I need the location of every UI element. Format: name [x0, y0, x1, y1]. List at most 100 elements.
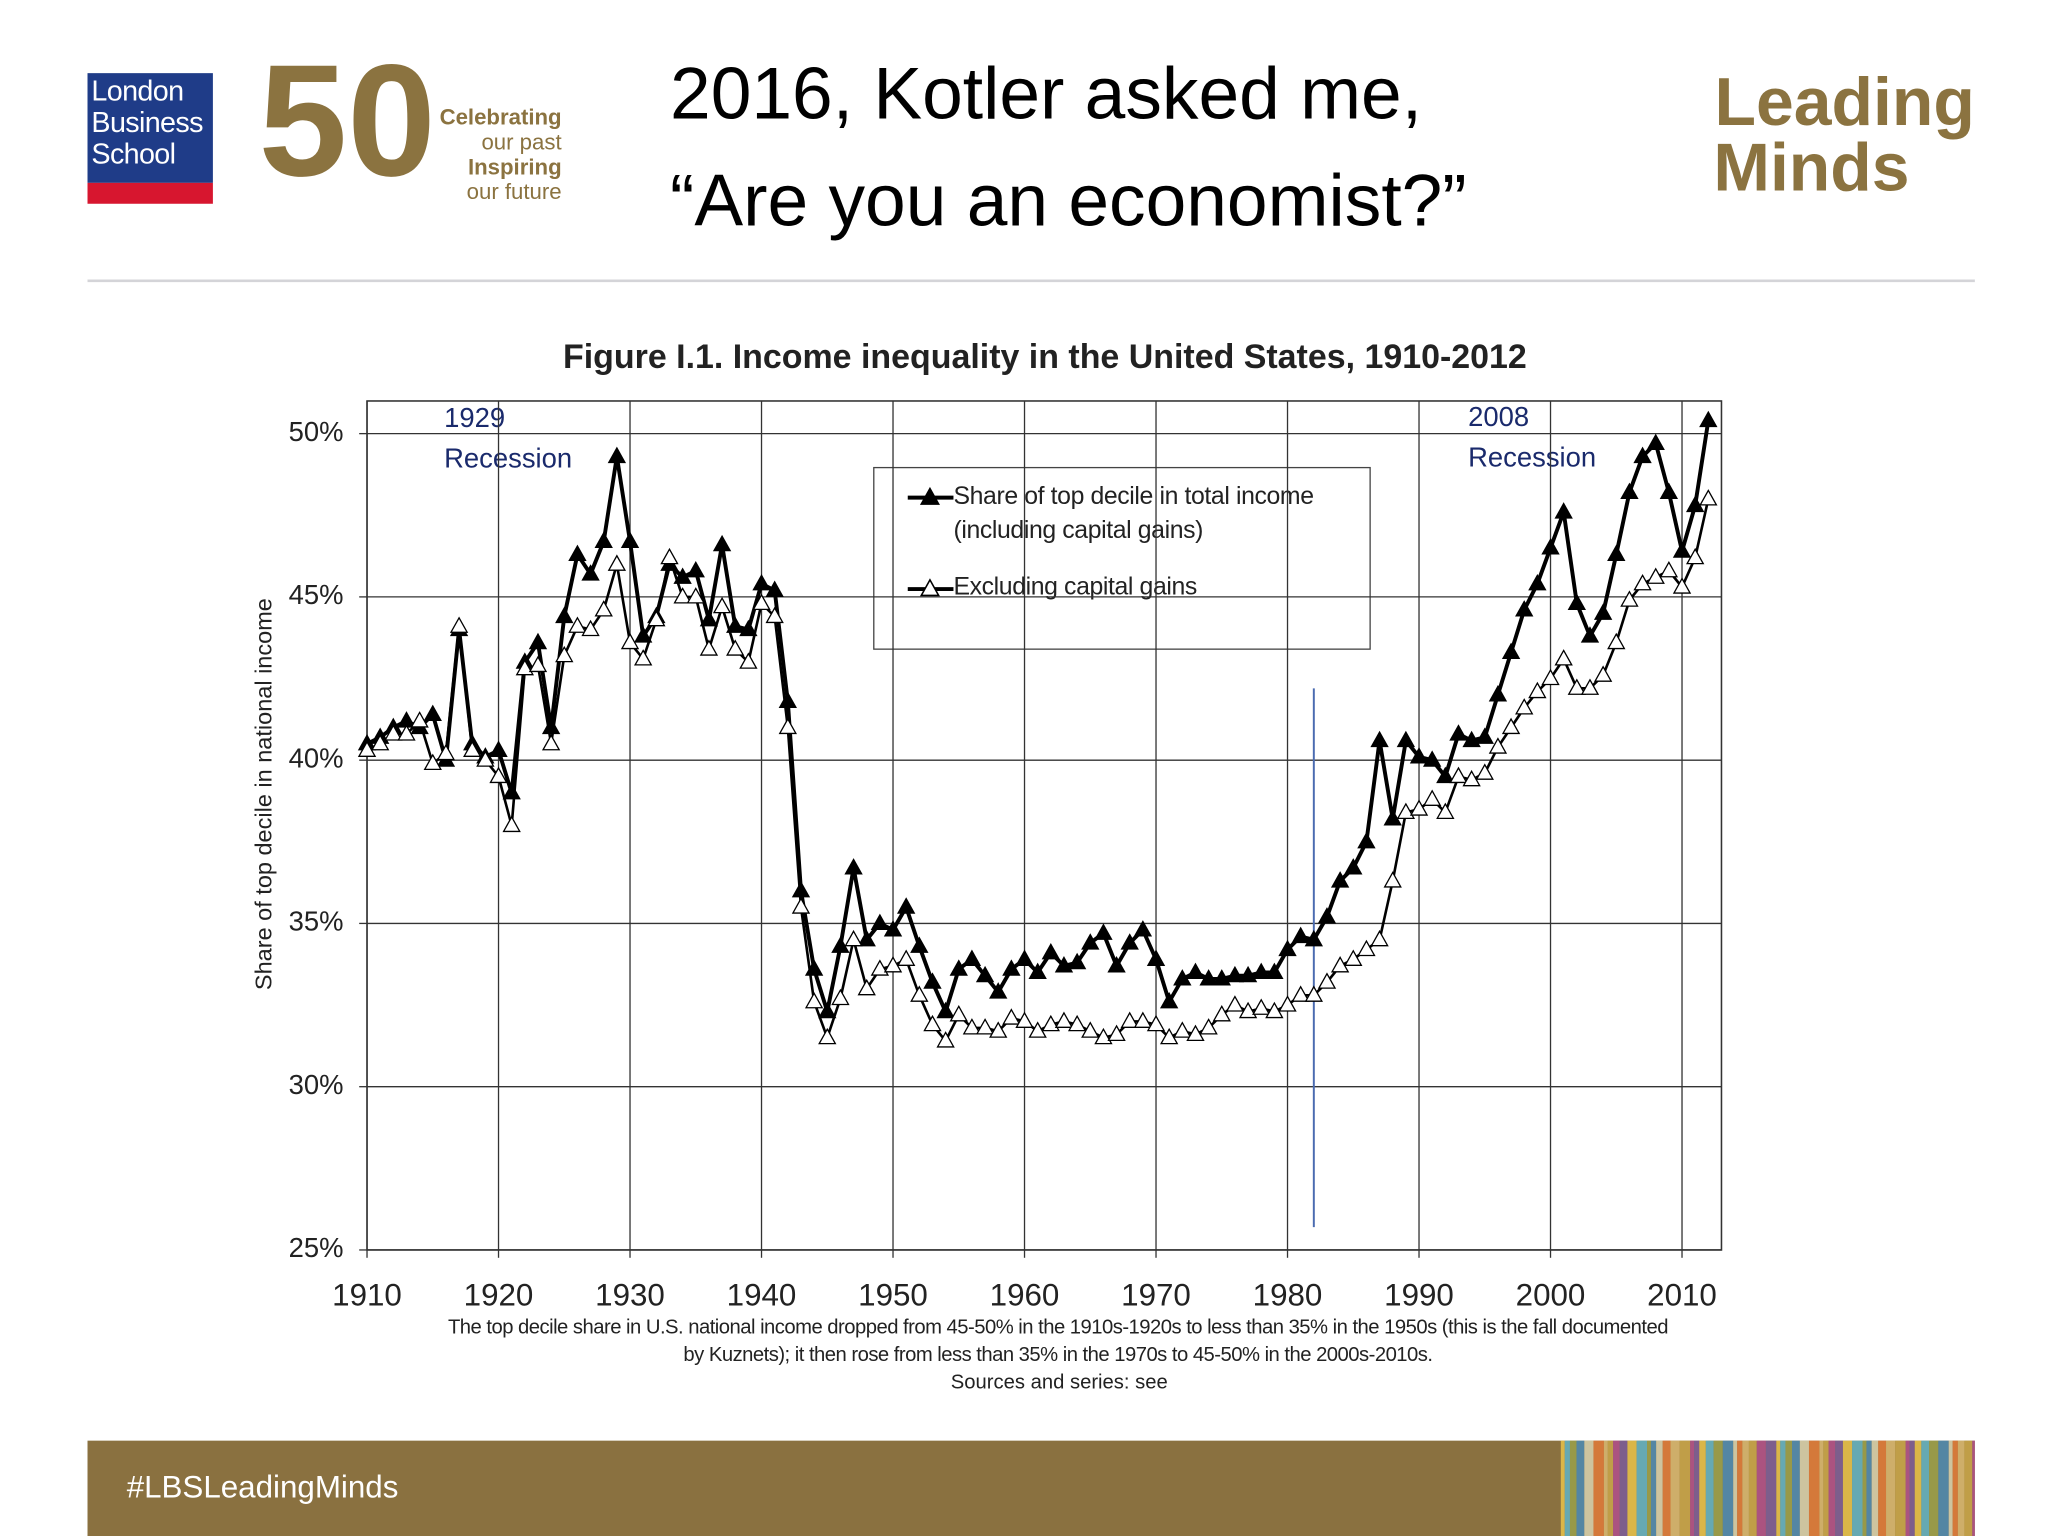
point	[1436, 766, 1455, 784]
point	[699, 609, 719, 627]
x-tick-label: 1940	[727, 1277, 797, 1312]
point	[883, 956, 903, 973]
point	[1199, 969, 1218, 986]
point	[910, 985, 929, 1002]
point	[489, 740, 508, 757]
point	[463, 740, 482, 757]
point	[870, 913, 890, 931]
point	[739, 619, 758, 637]
point	[1370, 730, 1389, 748]
stripe	[1886, 1440, 1896, 1536]
point	[541, 717, 561, 735]
point	[844, 929, 863, 947]
point	[1212, 1005, 1231, 1022]
point	[1357, 831, 1376, 849]
point	[502, 782, 521, 800]
point	[1173, 1021, 1192, 1038]
point	[791, 897, 811, 914]
point	[1265, 1001, 1284, 1019]
stripe	[1799, 1440, 1809, 1536]
point	[1212, 969, 1231, 986]
point	[791, 880, 811, 898]
point	[1159, 1027, 1179, 1045]
stripe	[1819, 1440, 1824, 1536]
stripe	[1895, 1440, 1906, 1536]
point	[712, 534, 732, 552]
stripe	[1690, 1440, 1695, 1536]
point	[778, 691, 797, 708]
x-tick-label: 1950	[858, 1277, 928, 1312]
y-tick-label: 45%	[289, 579, 344, 610]
y-tick-label: 25%	[289, 1232, 344, 1263]
point	[1620, 482, 1639, 500]
point	[1041, 942, 1060, 960]
point	[1265, 962, 1284, 980]
point	[765, 606, 784, 624]
point	[1528, 574, 1547, 591]
point	[1620, 590, 1639, 607]
point	[633, 626, 653, 643]
point	[1409, 799, 1429, 816]
stripe	[1866, 1440, 1872, 1536]
point	[1541, 538, 1560, 555]
point	[1422, 789, 1442, 806]
point	[752, 593, 771, 611]
point	[1015, 949, 1034, 966]
point	[975, 965, 995, 983]
point	[357, 740, 377, 757]
stripe	[1948, 1440, 1953, 1536]
point	[936, 1031, 955, 1048]
point	[502, 815, 521, 833]
brand: Minds	[1713, 130, 1909, 205]
point	[1488, 685, 1508, 702]
point	[607, 446, 627, 464]
point	[673, 587, 692, 604]
stripe	[1964, 1440, 1973, 1536]
point	[739, 652, 758, 669]
stripe	[1914, 1440, 1922, 1536]
x-tick-label: 2010	[1647, 1277, 1717, 1312]
point	[712, 596, 732, 614]
chart-title: Figure I.1. Income inequality in the Uni…	[563, 338, 1527, 376]
point	[1567, 593, 1587, 611]
point	[489, 766, 508, 784]
annotation: 1929 Recession	[444, 403, 573, 475]
x-tick-label: 1910	[332, 1277, 402, 1312]
caption: The top decile share in U.S. national in…	[447, 1316, 1669, 1367]
point	[778, 717, 797, 735]
stripe	[1878, 1440, 1887, 1536]
point	[1330, 871, 1350, 888]
slide-title: “Are you an economist?”	[670, 161, 1467, 242]
point	[594, 531, 613, 548]
point	[686, 560, 705, 578]
point	[962, 949, 982, 966]
point	[1462, 730, 1481, 748]
point	[1107, 1024, 1126, 1042]
point	[1699, 489, 1718, 506]
point	[1028, 962, 1047, 980]
point	[1580, 626, 1600, 643]
point	[1173, 969, 1192, 986]
annotation-fo: 1929 Recession	[444, 403, 573, 475]
point	[528, 632, 548, 650]
point	[1120, 933, 1139, 950]
point	[804, 959, 824, 976]
stripe	[1564, 1440, 1570, 1536]
y-tick-label: 35%	[289, 906, 344, 937]
point	[1554, 649, 1573, 666]
point	[1383, 871, 1402, 888]
point	[555, 606, 574, 624]
point	[975, 1018, 995, 1035]
caption: Sources and series: see	[951, 1372, 1168, 1394]
point	[1554, 502, 1573, 519]
tagline: our past	[481, 130, 561, 155]
point	[515, 658, 534, 676]
annotation: 2008 Recession	[1468, 402, 1597, 473]
point	[1252, 962, 1271, 980]
point	[1685, 495, 1705, 513]
point	[1383, 809, 1402, 826]
point	[1291, 926, 1310, 944]
stripe	[1808, 1440, 1820, 1536]
x-tick-label: 1990	[1384, 1277, 1454, 1312]
x-tick-label: 1970	[1121, 1277, 1191, 1312]
